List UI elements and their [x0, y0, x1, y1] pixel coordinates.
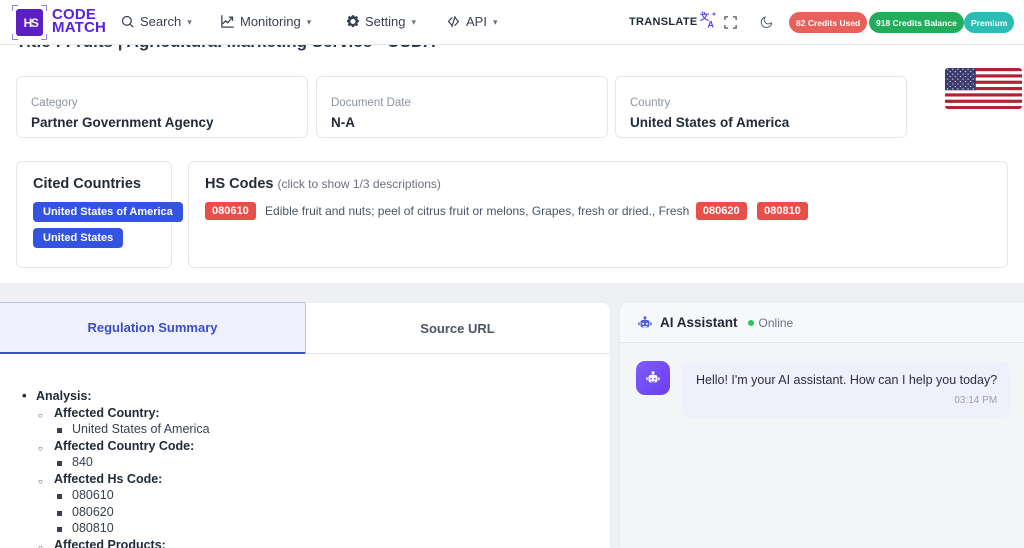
svg-text:A: A: [707, 20, 714, 30]
